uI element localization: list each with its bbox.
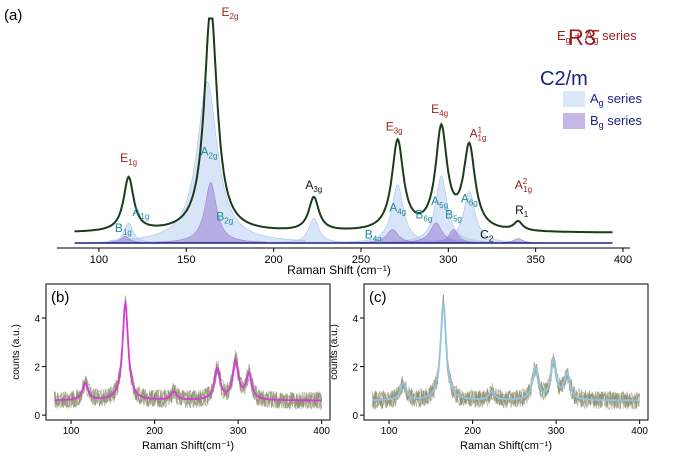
x-tick-label: 400: [631, 426, 648, 437]
x-tick-label-a: 400: [614, 254, 632, 266]
peak-label: E4g: [431, 102, 448, 118]
x-tick-label: 300: [548, 426, 565, 437]
c2m-title: C2/m: [540, 68, 588, 90]
peak-label: A2 1g: [515, 177, 532, 194]
panel-a-label: (a): [4, 7, 22, 24]
y-tick-label: 2: [352, 363, 358, 374]
peak-label: E2g: [221, 5, 238, 21]
peak-label: R1: [515, 203, 529, 219]
r3-subtitle: Eg + Ag series: [557, 28, 637, 45]
x-axis-label: Raman Shift(cm⁻¹): [142, 440, 234, 452]
x-tick-label-a: 250: [352, 254, 370, 266]
x-tick-label: 100: [63, 426, 80, 437]
x-tick-label-a: 100: [90, 254, 108, 266]
x-tick-label-a: 150: [177, 254, 195, 266]
total-spectrum-line: [74, 17, 613, 234]
plot-frame: [45, 283, 331, 421]
panel-a: (a) 100 150 200 250 300 350 400 Raman Shift (c…: [4, 5, 642, 277]
peak-label: B2g: [216, 210, 233, 226]
y-axis-label: counts (a.u.): [329, 324, 340, 380]
peak-label: B5g: [445, 207, 462, 223]
x-tick-label-a: 300: [439, 254, 457, 266]
y-axis-label: counts (a.u.): [11, 324, 22, 380]
peak-label: A6g: [461, 192, 478, 208]
panel-b: 100 200 300 400 0 2 4 (b) Raman Shift(cm⁻¹) count…: [11, 283, 331, 452]
bg-legend-label: Bg series: [590, 113, 642, 130]
x-tick-label: 200: [146, 426, 163, 437]
ag-peak-fill: [109, 80, 306, 244]
peak-label: E3g: [386, 120, 403, 136]
ag-legend-label: Ag series: [590, 91, 642, 108]
legend: R3̄ Eg + Ag series C2/m Ag series Bg ser…: [540, 25, 642, 130]
bg-peak-fill: [154, 181, 267, 244]
spectrum-mean-line: [54, 300, 322, 402]
x-tick-label: 400: [313, 426, 330, 437]
x-tick-label: 300: [230, 426, 247, 437]
peak-label: B4g: [365, 228, 382, 244]
x-tick-label-a: 350: [526, 254, 544, 266]
peak-label: E1g: [120, 151, 137, 167]
spectrum-mean-line: [372, 300, 640, 402]
y-tick-label: 2: [34, 363, 40, 374]
y-tick-label: 4: [34, 314, 40, 325]
x-axis-label: Raman Shift(cm⁻¹): [460, 440, 552, 452]
peak-label: A1g: [132, 205, 149, 221]
y-tick-label: 0: [34, 411, 40, 422]
panel-label: (b): [51, 289, 69, 306]
peak-label: B1g: [115, 221, 132, 237]
x-axis-label-a: Raman Shift (cm⁻¹): [287, 263, 391, 277]
x-tick-label-a: 200: [264, 254, 282, 266]
y-tick-label: 4: [352, 314, 358, 325]
panel-c: 100 200 300 400 0 2 4 (c) Raman Shift(cm⁻¹) count…: [329, 283, 649, 452]
peak-label: C2: [480, 228, 494, 244]
r3-title: R3̄: [568, 25, 599, 50]
x-ticks-a: 100 150 200 250 300 350 400: [90, 248, 632, 266]
x-tick-label: 100: [381, 426, 398, 437]
peak-label: A4g: [389, 201, 406, 217]
x-tick-label: 200: [464, 426, 481, 437]
peak-label: B6g: [415, 207, 432, 223]
peak-label: A1 1g: [470, 125, 487, 142]
plot-frame: [363, 283, 649, 421]
bg-legend-swatch: [563, 113, 585, 129]
ag-legend-swatch: [563, 91, 585, 107]
y-tick-label: 0: [352, 411, 358, 422]
peak-label: A3g: [305, 178, 322, 194]
panel-label: (c): [369, 289, 387, 306]
peak-label: A2g: [201, 144, 218, 160]
peak-label: A5g: [431, 194, 448, 210]
